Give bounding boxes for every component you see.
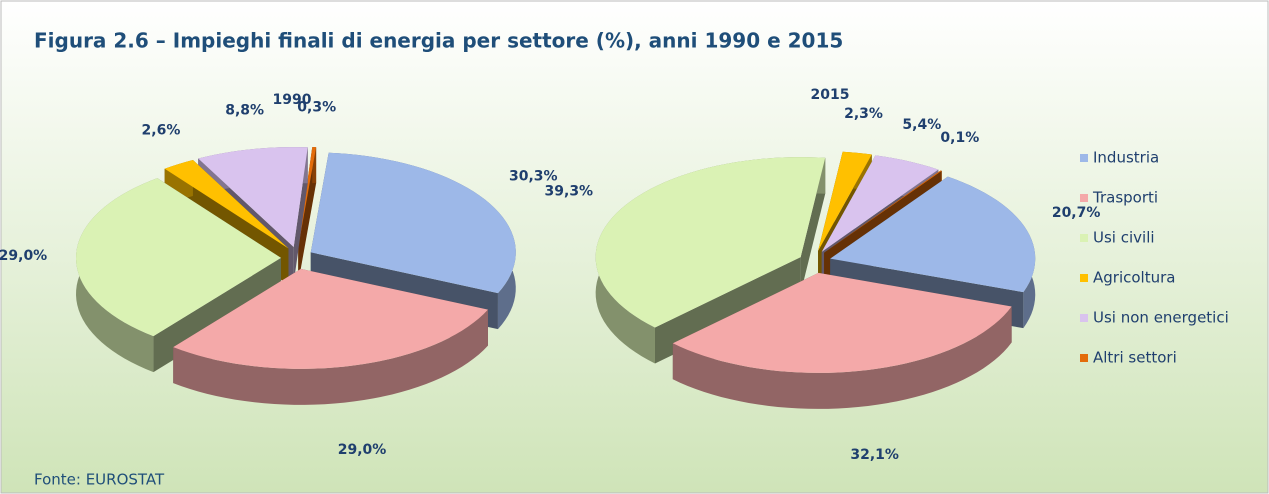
- slice-top: [298, 147, 317, 247]
- slice-top: [818, 151, 872, 252]
- legend-label: Industria: [1093, 149, 1159, 167]
- data-label: 0,1%: [940, 130, 979, 146]
- legend-label: Agricoltura: [1093, 269, 1175, 287]
- slice: [310, 152, 516, 330]
- data-label: 29,0%: [338, 442, 387, 458]
- legend-swatch: [1080, 354, 1088, 362]
- legend-swatch: [1080, 154, 1088, 162]
- slice-side: [173, 309, 488, 405]
- source: Fonte: EUROSTAT: [34, 471, 165, 489]
- data-label: 2,6%: [142, 123, 181, 139]
- slice-top: [821, 155, 939, 252]
- slice-edge: [298, 147, 317, 283]
- data-label: 20,7%: [1052, 205, 1101, 221]
- legend-label: Trasporti: [1092, 189, 1158, 207]
- pie-title: 1990: [273, 92, 312, 108]
- legend-swatch: [1080, 314, 1088, 322]
- data-label: 39,3%: [545, 183, 594, 199]
- legend-swatch: [1080, 194, 1088, 202]
- slice-top: [164, 160, 289, 249]
- slice-top: [198, 147, 308, 248]
- data-label: 0,3%: [297, 100, 336, 116]
- slice: [298, 147, 317, 283]
- slice-top: [824, 170, 942, 253]
- slice: [173, 268, 488, 405]
- slice-top: [173, 268, 488, 369]
- slice-top: [595, 157, 826, 328]
- slice-top: [76, 178, 282, 337]
- legend-label: Usi civili: [1093, 229, 1155, 247]
- legend-label: Altri settori: [1093, 349, 1177, 367]
- pie-title: 2015: [811, 87, 850, 103]
- slice: [672, 272, 1012, 409]
- data-label: 2,3%: [844, 106, 883, 122]
- data-label: 8,8%: [225, 102, 264, 118]
- data-label: 5,4%: [902, 117, 941, 133]
- data-label: 32,1%: [850, 447, 899, 463]
- data-label: 30,3%: [509, 168, 558, 184]
- slice-top: [310, 152, 516, 294]
- slice-side: [672, 306, 1012, 409]
- legend-swatch: [1080, 234, 1088, 242]
- slice-top: [672, 272, 1012, 373]
- legend-swatch: [1080, 274, 1088, 282]
- slice-top: [830, 176, 1036, 293]
- figure-title: Figura 2.6 – Impieghi finali di energia …: [34, 29, 843, 53]
- data-label: 29,0%: [0, 248, 47, 264]
- legend-label: Usi non energetici: [1093, 309, 1229, 327]
